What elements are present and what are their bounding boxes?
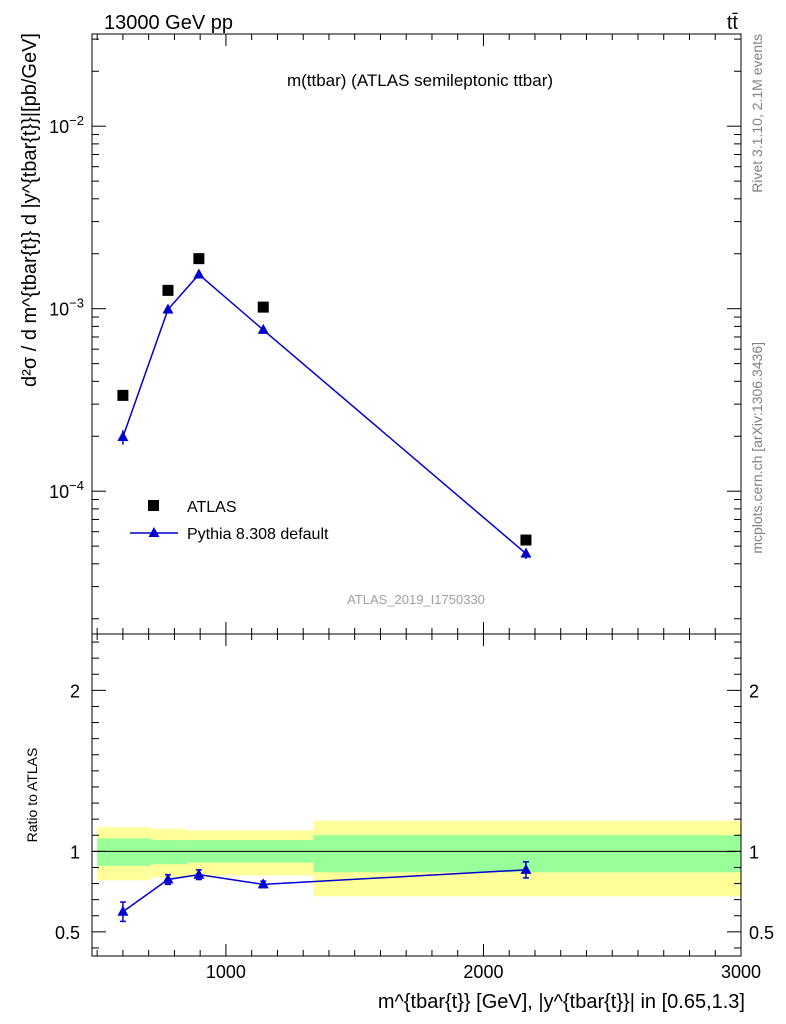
ratio-y-tick-label: 2: [70, 681, 80, 701]
pythia-data-point: [117, 431, 129, 442]
atlas-data-point: [257, 301, 269, 313]
ratio-band-green-1: [151, 840, 188, 865]
ratio-data-point: [193, 868, 205, 879]
main-plot-frame: [91, 33, 742, 635]
ratio-data-point: [520, 863, 532, 874]
atlas-data-point: [117, 389, 129, 401]
main-plot-panel: 10−4 10−3 10−2 m(ttbar) (ATLAS semileptoni…: [19, 33, 742, 635]
energy-label: 13000 GeV pp: [104, 12, 233, 34]
ratio-data-point: [257, 878, 269, 889]
atlas-data-point: [520, 534, 532, 546]
atlas-data-point: [193, 253, 205, 265]
pythia-data-point: [257, 323, 269, 334]
x-tick-label: 1000: [206, 962, 246, 982]
main-plot-title: m(ttbar) (ATLAS semileptonic ttbar): [287, 71, 553, 90]
ratio-band-green-4: [313, 835, 741, 873]
legend: ATLAS Pythia 8.308 default: [130, 499, 329, 543]
legend-atlas-marker: [148, 500, 159, 511]
ratio-plot-frame: [91, 633, 742, 957]
x-tick-label: 2000: [463, 962, 503, 982]
ratio-y-tick-label-right: 1: [749, 842, 759, 862]
ratio-y-tick-label-right: 0.5: [749, 923, 774, 943]
ratio-data-point: [162, 873, 174, 884]
pythia-data-point: [193, 268, 205, 279]
y-tick-label: 10−2: [49, 113, 84, 137]
rivet-version-label: Rivet 3.1.10, 2.1M events: [749, 34, 765, 193]
legend-pythia-marker: [148, 527, 160, 537]
ratio-band-green-0: [97, 838, 152, 866]
y-tick-label: 10−4: [49, 478, 84, 502]
ratio-y-tick-label: 1: [70, 842, 80, 862]
pythia-data-point: [162, 303, 174, 314]
ratio-y-tick-label-right: 2: [749, 681, 759, 701]
ratio-data-point: [117, 905, 129, 916]
pythia-data-point: [520, 547, 532, 558]
y-axis-label: d²σ / d m^{tbar{t}} d |y^{tbar{t}}|[pb/G…: [19, 33, 41, 387]
ratio-y-axis-label: Ratio to ATLAS: [24, 748, 40, 843]
watermark: ATLAS_2019_I1750330: [347, 592, 485, 607]
x-tick-label: 3000: [721, 962, 761, 982]
ratio-y-tick-label: 0.5: [55, 923, 80, 943]
x-axis-label: m^{tbar{t}} [GeV], |y^{tbar{t}}| in [0.6…: [378, 991, 745, 1013]
pythia-series-line: [122, 273, 527, 555]
legend-pythia-label: Pythia 8.308 default: [187, 526, 329, 543]
process-label: tt̄: [727, 12, 739, 34]
y-tick-label: 10−3: [49, 296, 84, 320]
atlas-data-point: [162, 284, 174, 296]
mcplots-label: mcplots.cern.ch [arXiv:1306.3436]: [749, 342, 765, 554]
ratio-plot-panel: 1000 2000 3000 0.5 0.5 1 1 2 2 Ratio to ATLAS m^…: [24, 633, 774, 1013]
legend-atlas-label: ATLAS: [187, 499, 237, 516]
